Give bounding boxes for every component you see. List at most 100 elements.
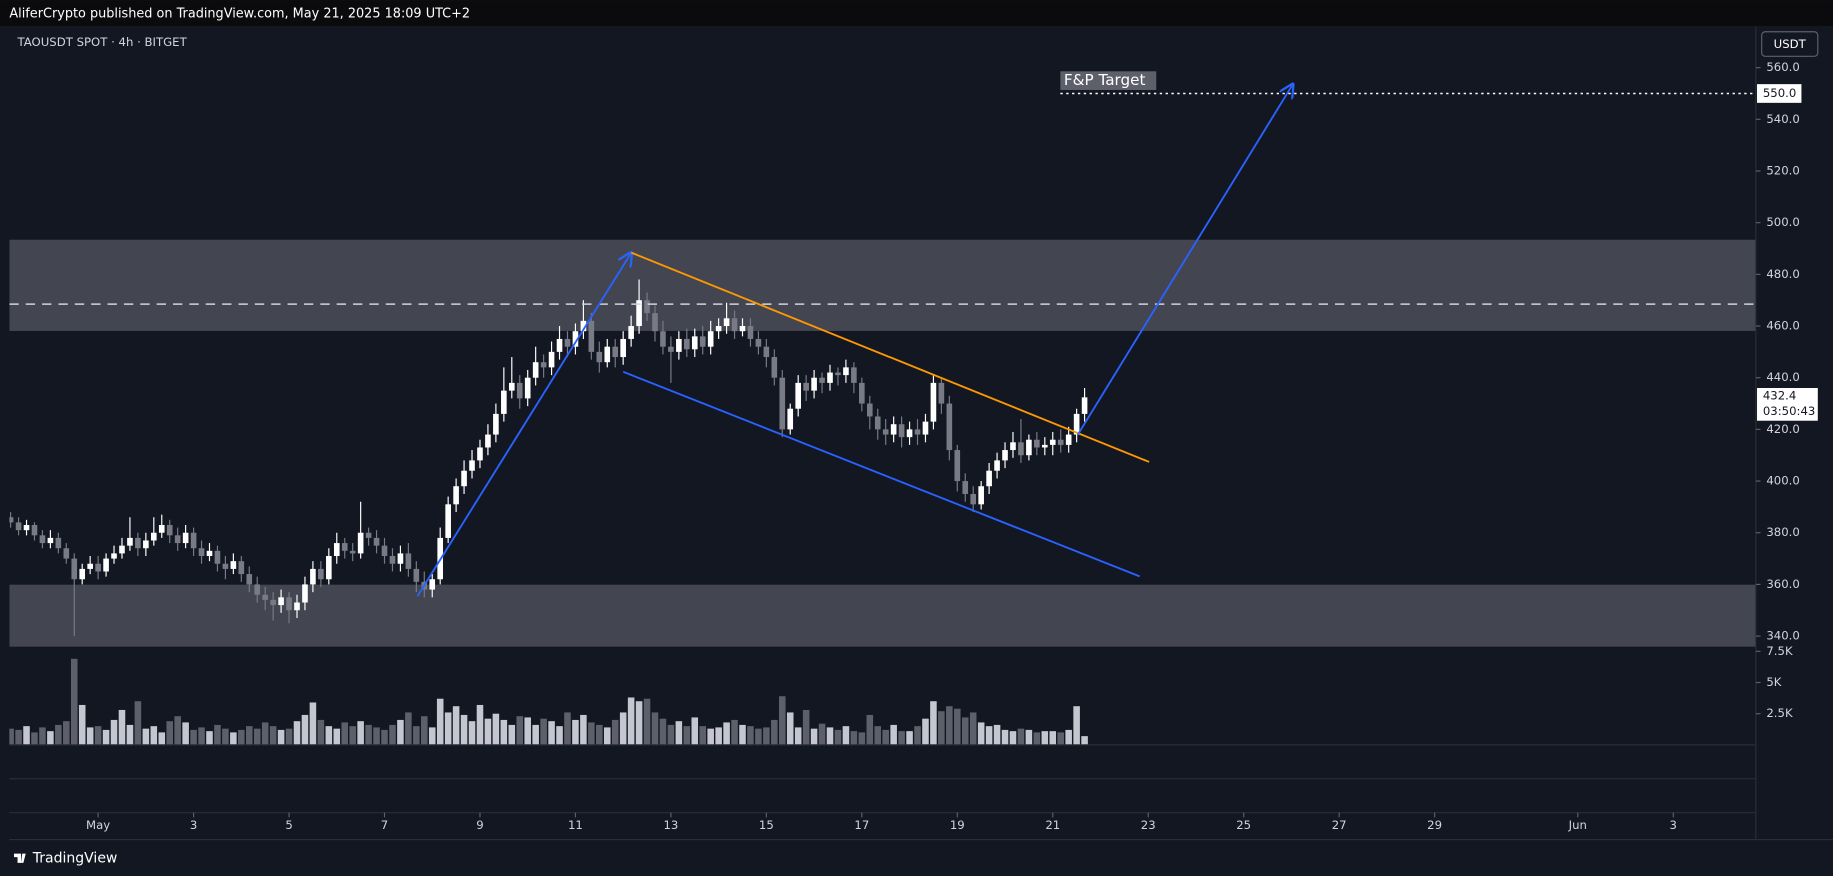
candle-body — [111, 553, 117, 559]
volume-bar — [55, 724, 62, 745]
candle-body — [668, 346, 674, 352]
volume-bar — [317, 719, 325, 745]
candle-body — [485, 434, 491, 448]
candle-body — [103, 558, 109, 572]
volume-bar — [810, 728, 818, 745]
candle-body — [214, 550, 221, 564]
candle-body — [445, 504, 451, 538]
volume-bar — [269, 726, 277, 745]
volume-bar — [1065, 729, 1072, 745]
candle-body — [166, 524, 173, 536]
volume-bar — [890, 724, 897, 745]
candle-body — [628, 326, 634, 339]
candle-body — [119, 545, 125, 554]
volume-bar — [381, 729, 388, 745]
header-text: AliferCrypto published on TradingView.co… — [9, 7, 470, 22]
target-price-box — [1757, 84, 1802, 103]
candle-body — [906, 429, 913, 438]
candle-body — [914, 429, 921, 435]
volume-bar — [413, 726, 420, 745]
volume-bar — [842, 726, 850, 745]
volume-bar — [564, 712, 571, 745]
candle-body — [405, 553, 412, 569]
candle-body — [182, 532, 189, 544]
candle-body — [1081, 397, 1088, 414]
volume-bar — [556, 726, 563, 745]
candle-body — [1018, 442, 1024, 456]
candle-body — [580, 320, 587, 332]
candle-body — [859, 382, 865, 404]
candle-body — [882, 429, 889, 435]
volume-bar — [365, 724, 372, 745]
candle-body — [827, 372, 833, 383]
volume-bar — [643, 698, 651, 745]
candle-body — [151, 532, 157, 541]
candle-body — [1057, 439, 1064, 445]
y-tick-label: 520.0 — [1766, 164, 1799, 178]
trend-arrow — [1076, 84, 1293, 436]
volume-bar — [691, 717, 699, 745]
candle-body — [254, 584, 261, 595]
volume-bar — [747, 726, 754, 745]
candle-body — [326, 555, 332, 580]
candle-body — [453, 486, 459, 505]
y-tick-label: 480.0 — [1766, 267, 1799, 281]
candle-body — [636, 300, 642, 327]
candle-body — [747, 326, 754, 339]
candle-body — [516, 382, 523, 399]
volume-bar — [707, 728, 714, 745]
volume-bar — [596, 724, 603, 745]
volume-bar — [755, 728, 762, 745]
candle-body — [246, 574, 253, 585]
candle-body — [15, 522, 22, 531]
candle-body — [461, 470, 467, 487]
volume-bar — [771, 719, 778, 745]
candle-body — [71, 558, 78, 580]
candle-body — [1065, 434, 1072, 445]
candle-body — [1002, 450, 1008, 461]
candle-body — [715, 326, 722, 332]
candle-body — [262, 594, 268, 600]
candle-body — [723, 318, 730, 327]
candle-body — [755, 338, 762, 347]
candle-body — [994, 460, 1000, 471]
candle-body — [302, 584, 308, 603]
volume-bar — [524, 717, 531, 745]
last-price: 432.4 — [1763, 389, 1796, 403]
candle-body — [588, 320, 595, 352]
volume-bar — [1041, 731, 1049, 745]
candle-body — [278, 597, 284, 606]
candle-body — [1026, 439, 1032, 456]
volume-bar — [922, 718, 929, 745]
x-tick-label: 13 — [663, 818, 678, 832]
volume-bar — [373, 727, 380, 745]
volume-bar — [683, 726, 691, 745]
candle-body — [564, 338, 571, 347]
volume-bar — [94, 726, 102, 745]
candle-body — [771, 357, 778, 378]
volume-bar — [651, 712, 659, 745]
volume-bar — [428, 727, 436, 745]
volume-bar — [452, 706, 460, 745]
candle-body — [787, 408, 794, 430]
volume-bar — [946, 706, 953, 745]
volume-bar — [460, 714, 468, 745]
currency-box[interactable] — [1761, 31, 1819, 57]
volume-bar — [182, 722, 189, 745]
candle-body — [143, 540, 149, 549]
volume-bar — [1033, 732, 1041, 745]
candle-body — [95, 563, 101, 572]
candle-body — [938, 382, 945, 404]
candle-body — [190, 532, 197, 549]
volume-bar — [1049, 731, 1057, 745]
volume-bar — [508, 724, 516, 745]
x-tick-label: 29 — [1427, 818, 1442, 832]
volume-bar — [779, 696, 786, 745]
volume-bar — [405, 712, 412, 745]
volume-bar — [285, 728, 293, 745]
volume-bar — [826, 727, 834, 745]
candle-body — [198, 548, 205, 556]
trend-line — [630, 251, 1150, 463]
candle-body — [493, 413, 499, 435]
volume-bar — [954, 708, 961, 745]
